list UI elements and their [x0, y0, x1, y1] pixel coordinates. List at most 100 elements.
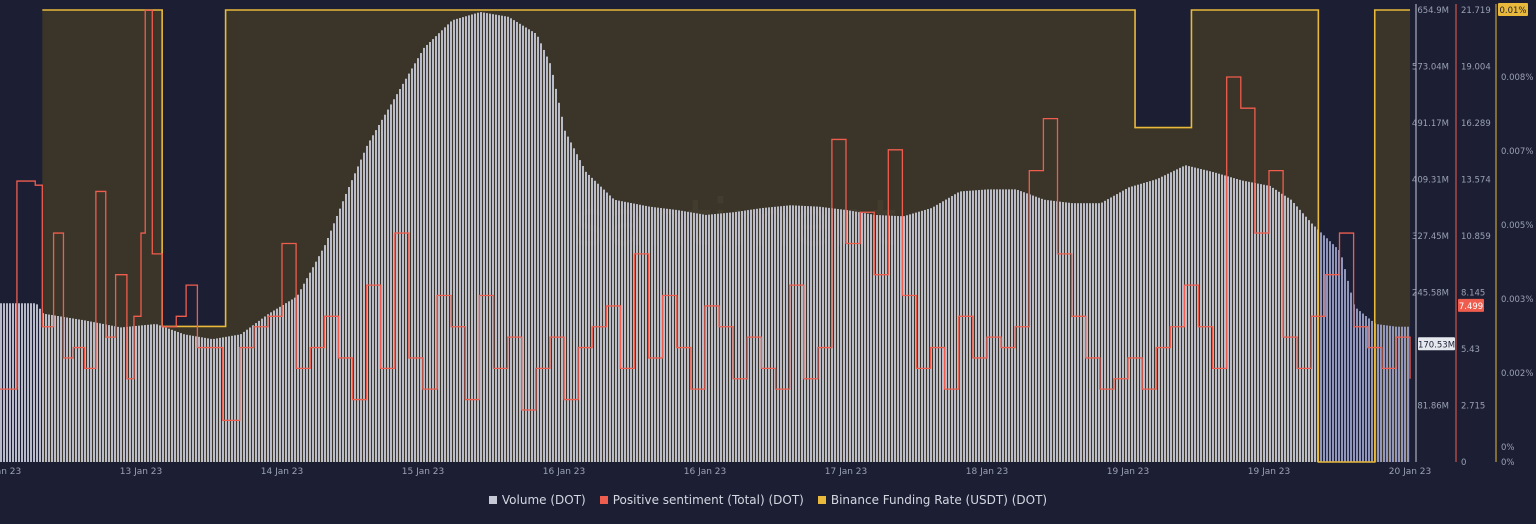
volume-bar — [81, 319, 83, 462]
volume-bar — [987, 189, 989, 462]
volume-bar — [435, 36, 437, 463]
volume-current-badge — [1418, 337, 1455, 351]
volume-bar — [1227, 176, 1229, 462]
volume-bar — [123, 327, 125, 462]
volume-bar — [681, 210, 683, 462]
volume-bar — [954, 194, 956, 462]
volume-bar — [111, 325, 113, 462]
volume-bar — [645, 205, 647, 462]
volume-bar — [840, 209, 842, 462]
volume-bar — [906, 215, 908, 462]
volume-bar — [279, 306, 281, 462]
volume-bar — [1305, 216, 1307, 462]
sentiment-line — [0, 9, 1411, 422]
volume-bar — [1131, 186, 1133, 463]
volume-bar — [207, 338, 209, 462]
volume-bar — [1329, 241, 1331, 462]
legend-item-funding[interactable]: Binance Funding Rate (USDT) (DOT) — [817, 493, 1047, 507]
volume-bar — [225, 336, 227, 462]
volume-bar — [57, 316, 59, 462]
volume-bar — [519, 23, 521, 462]
volume-bar — [1311, 223, 1313, 462]
volume-bar — [837, 208, 839, 462]
volume-bar — [1224, 175, 1226, 462]
volume-bar — [1269, 185, 1271, 463]
volume-bar — [492, 14, 494, 462]
sentiment-tick-label: 5.43 — [1461, 345, 1480, 355]
x-tick-label: 13 Jan 23 — [120, 467, 163, 477]
volume-bar — [828, 207, 830, 462]
volume-bar — [525, 27, 527, 463]
volume-bar — [1353, 304, 1355, 462]
volume-bar — [1113, 195, 1115, 462]
legend-item-volume[interactable]: Volume (DOT) — [488, 493, 586, 507]
volume-bar — [306, 278, 308, 462]
volume-bar — [402, 83, 404, 462]
volume-bar — [1299, 209, 1301, 462]
volume-bar — [1125, 188, 1127, 462]
volume-bar — [462, 17, 464, 462]
volume-bar — [780, 206, 782, 462]
volume-bar — [1242, 180, 1244, 463]
volume-bar — [564, 130, 566, 463]
volume-bar — [1122, 190, 1124, 462]
volume-bar — [477, 12, 479, 463]
volume-bar — [1308, 220, 1310, 462]
sentiment-tick-label: 21.719 — [1461, 6, 1491, 16]
volume-bar — [615, 200, 617, 462]
volume-bar — [267, 314, 269, 462]
volume-bar — [1296, 206, 1298, 462]
volume-bar — [474, 13, 476, 463]
volume-bar — [1059, 201, 1061, 463]
volume-bar — [36, 304, 38, 462]
volume-bar — [264, 316, 266, 462]
x-tick-label: 17 Jan 23 — [825, 467, 868, 477]
volume-bar — [1359, 311, 1361, 462]
volume-bar — [1356, 308, 1358, 462]
volume-bar — [777, 206, 779, 462]
volume-bar — [1362, 313, 1364, 462]
volume-bar — [117, 326, 119, 462]
volume-bar — [1008, 189, 1010, 462]
volume-bar — [597, 183, 599, 462]
volume-bar — [0, 303, 2, 462]
volume-bar — [420, 53, 422, 462]
volume-bar — [417, 58, 419, 462]
volume-bar — [150, 324, 152, 462]
volume-bar — [1179, 167, 1181, 462]
volume-bar — [126, 326, 128, 462]
volume-bar — [978, 190, 980, 462]
volume-bar — [1119, 192, 1121, 462]
volume-bar — [885, 215, 887, 462]
volume-bar — [1200, 169, 1202, 462]
volume-bar — [3, 303, 5, 462]
volume-bar — [1170, 172, 1172, 463]
volume-bar — [1062, 202, 1064, 462]
volume-bar — [342, 201, 344, 463]
volume-bar — [1065, 202, 1067, 462]
volume-bar — [159, 325, 161, 462]
volume-tick-label: 573.04M — [1412, 62, 1449, 72]
volume-tick-label: 491.17M — [1412, 119, 1449, 129]
volume-bar — [966, 190, 968, 463]
volume-bar — [1284, 195, 1286, 462]
volume-bar — [936, 204, 938, 462]
volume-bar — [570, 142, 572, 462]
volume-bar — [6, 303, 8, 462]
volume-bar — [69, 317, 71, 462]
volume-bar — [864, 213, 866, 462]
volume-bar — [1368, 318, 1370, 462]
volume-bar — [1146, 182, 1148, 462]
volume-bar — [1335, 247, 1337, 462]
volume-tick-label: 81.86M — [1417, 402, 1449, 412]
volume-bar — [933, 206, 935, 462]
legend-item-sentiment[interactable]: Positive sentiment (Total) (DOT) — [599, 493, 804, 507]
volume-bar — [786, 205, 788, 462]
volume-bar — [1212, 171, 1214, 462]
volume-bar — [324, 245, 326, 462]
volume-tick-label: 654.9M — [1417, 6, 1449, 16]
volume-bar — [642, 205, 644, 462]
volume-bar — [1206, 170, 1208, 462]
volume-bar — [204, 337, 206, 462]
volume-bar — [27, 303, 29, 462]
